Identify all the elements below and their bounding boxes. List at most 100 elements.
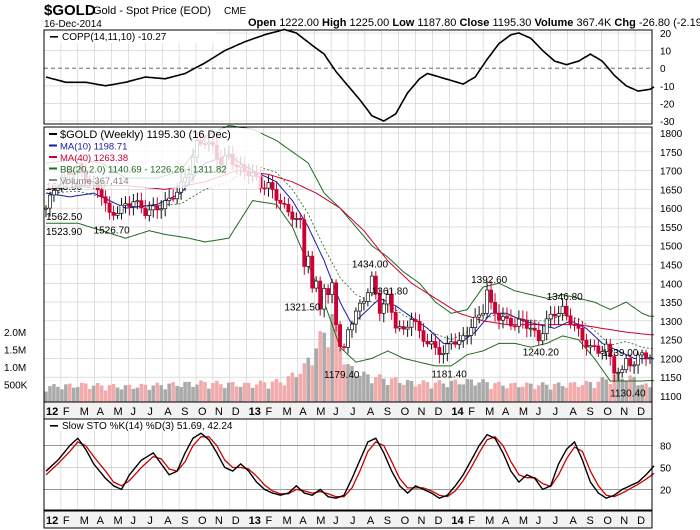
volume-bar bbox=[616, 371, 621, 402]
x-axis-tick-label: J bbox=[130, 406, 136, 418]
volume-bar bbox=[445, 387, 450, 402]
volume-bar bbox=[290, 372, 295, 402]
x-axis-tick-label: A bbox=[164, 515, 172, 527]
x-axis-tick-label: J bbox=[333, 515, 339, 527]
candle-body bbox=[354, 310, 358, 325]
candle-body bbox=[346, 329, 350, 348]
volume-bar bbox=[433, 382, 438, 402]
candle-body bbox=[508, 318, 513, 327]
candle-body bbox=[429, 341, 434, 345]
x-axis-tick-label: M bbox=[519, 406, 528, 418]
volume-bar bbox=[389, 378, 394, 402]
candle-body bbox=[369, 275, 374, 294]
copp-y-tick-label: -30 bbox=[660, 117, 675, 128]
candle-body bbox=[143, 207, 148, 216]
price-annotation: 1239.00 bbox=[602, 348, 639, 359]
candle-body bbox=[389, 294, 394, 313]
volume-bar bbox=[640, 384, 644, 402]
x-axis-tick-label: A bbox=[164, 406, 172, 418]
volume-bar bbox=[608, 383, 613, 402]
x-axis-tick-label: O bbox=[401, 406, 410, 418]
candle-body bbox=[445, 343, 450, 354]
candle-body bbox=[385, 294, 390, 305]
volume-bar bbox=[632, 376, 636, 402]
copp-legend: COPP(14,11,10) -10.27 bbox=[62, 32, 167, 43]
x-axis-tick-label: M bbox=[80, 515, 89, 527]
volume-bar bbox=[409, 381, 414, 402]
x-axis-tick-label: F bbox=[266, 515, 273, 527]
price-y-tick-label: 1550 bbox=[660, 223, 683, 234]
candle-body bbox=[640, 352, 645, 356]
volume-bar bbox=[457, 384, 462, 402]
volume-bar bbox=[99, 385, 104, 402]
volume-bar bbox=[306, 357, 311, 402]
candle-body bbox=[135, 200, 140, 203]
x-axis-tick-label: N bbox=[418, 515, 426, 527]
price-legend-bg bbox=[46, 128, 261, 188]
candle-body bbox=[381, 303, 386, 314]
volume-bar bbox=[294, 377, 299, 402]
candle-body bbox=[119, 204, 124, 214]
exchange-label: CME bbox=[224, 6, 247, 17]
volume-bar bbox=[258, 380, 263, 402]
candle-body bbox=[604, 343, 609, 352]
ma10-line bbox=[45, 154, 654, 360]
volume-bar bbox=[350, 365, 354, 402]
volume-bar bbox=[163, 389, 167, 402]
candle-body bbox=[103, 196, 108, 204]
volume-bar bbox=[342, 364, 346, 402]
volume-bar bbox=[648, 387, 652, 402]
volume-bar bbox=[485, 382, 489, 402]
candle-body bbox=[552, 313, 557, 317]
candle-body bbox=[493, 301, 497, 314]
x-axis-tick-label: M bbox=[114, 406, 123, 418]
symbol-title: $GOLD bbox=[44, 2, 96, 19]
volume-bar bbox=[215, 380, 219, 402]
x-axis-tick-label: F bbox=[63, 406, 70, 418]
x-axis-tick-label: O bbox=[198, 406, 207, 418]
x-axis-tick-label: A bbox=[299, 406, 307, 418]
candle-body bbox=[628, 358, 633, 367]
candle-body bbox=[421, 330, 426, 342]
volume-bar bbox=[83, 383, 88, 402]
volume-bar bbox=[644, 383, 648, 402]
price-y-tick-label: 1100 bbox=[660, 392, 682, 403]
volume-bar bbox=[262, 382, 267, 402]
candle-body bbox=[322, 288, 327, 310]
candle-body bbox=[584, 339, 589, 348]
volume-bar bbox=[600, 377, 605, 402]
volume-bar bbox=[107, 385, 112, 402]
volume-bar bbox=[219, 384, 223, 402]
volume-bar bbox=[385, 384, 390, 402]
volume-bar bbox=[318, 331, 322, 402]
candle-body bbox=[310, 255, 315, 289]
sto-d-line bbox=[45, 436, 655, 498]
volume-bar bbox=[544, 384, 549, 402]
candle-body bbox=[441, 353, 446, 355]
candle-body bbox=[477, 314, 482, 318]
volume-bar bbox=[91, 385, 96, 402]
volume-bar bbox=[509, 383, 513, 402]
candle-body bbox=[302, 219, 307, 267]
x-axis-tick-label: N bbox=[215, 406, 223, 418]
candle-body bbox=[393, 312, 398, 329]
candle-body bbox=[608, 343, 613, 357]
volume-bar bbox=[425, 382, 430, 402]
volume-bar bbox=[397, 382, 402, 402]
candle-body bbox=[560, 305, 565, 314]
volume-bar bbox=[44, 391, 48, 402]
volume-bar bbox=[469, 379, 473, 402]
volume-bar bbox=[179, 386, 183, 402]
volume-bar bbox=[588, 382, 593, 402]
volume-bar bbox=[338, 348, 342, 402]
x-axis-tick-label: M bbox=[282, 515, 291, 527]
volume-bar bbox=[628, 375, 632, 402]
candle-body bbox=[485, 289, 490, 314]
price-y-tick-label: 1600 bbox=[660, 204, 683, 215]
volume-bar bbox=[52, 384, 56, 402]
volume-bar bbox=[560, 386, 565, 402]
x-axis-tick-label: A bbox=[299, 515, 307, 527]
candle-body bbox=[123, 203, 128, 206]
volume-bar bbox=[234, 386, 239, 402]
volume-bar bbox=[381, 378, 386, 402]
